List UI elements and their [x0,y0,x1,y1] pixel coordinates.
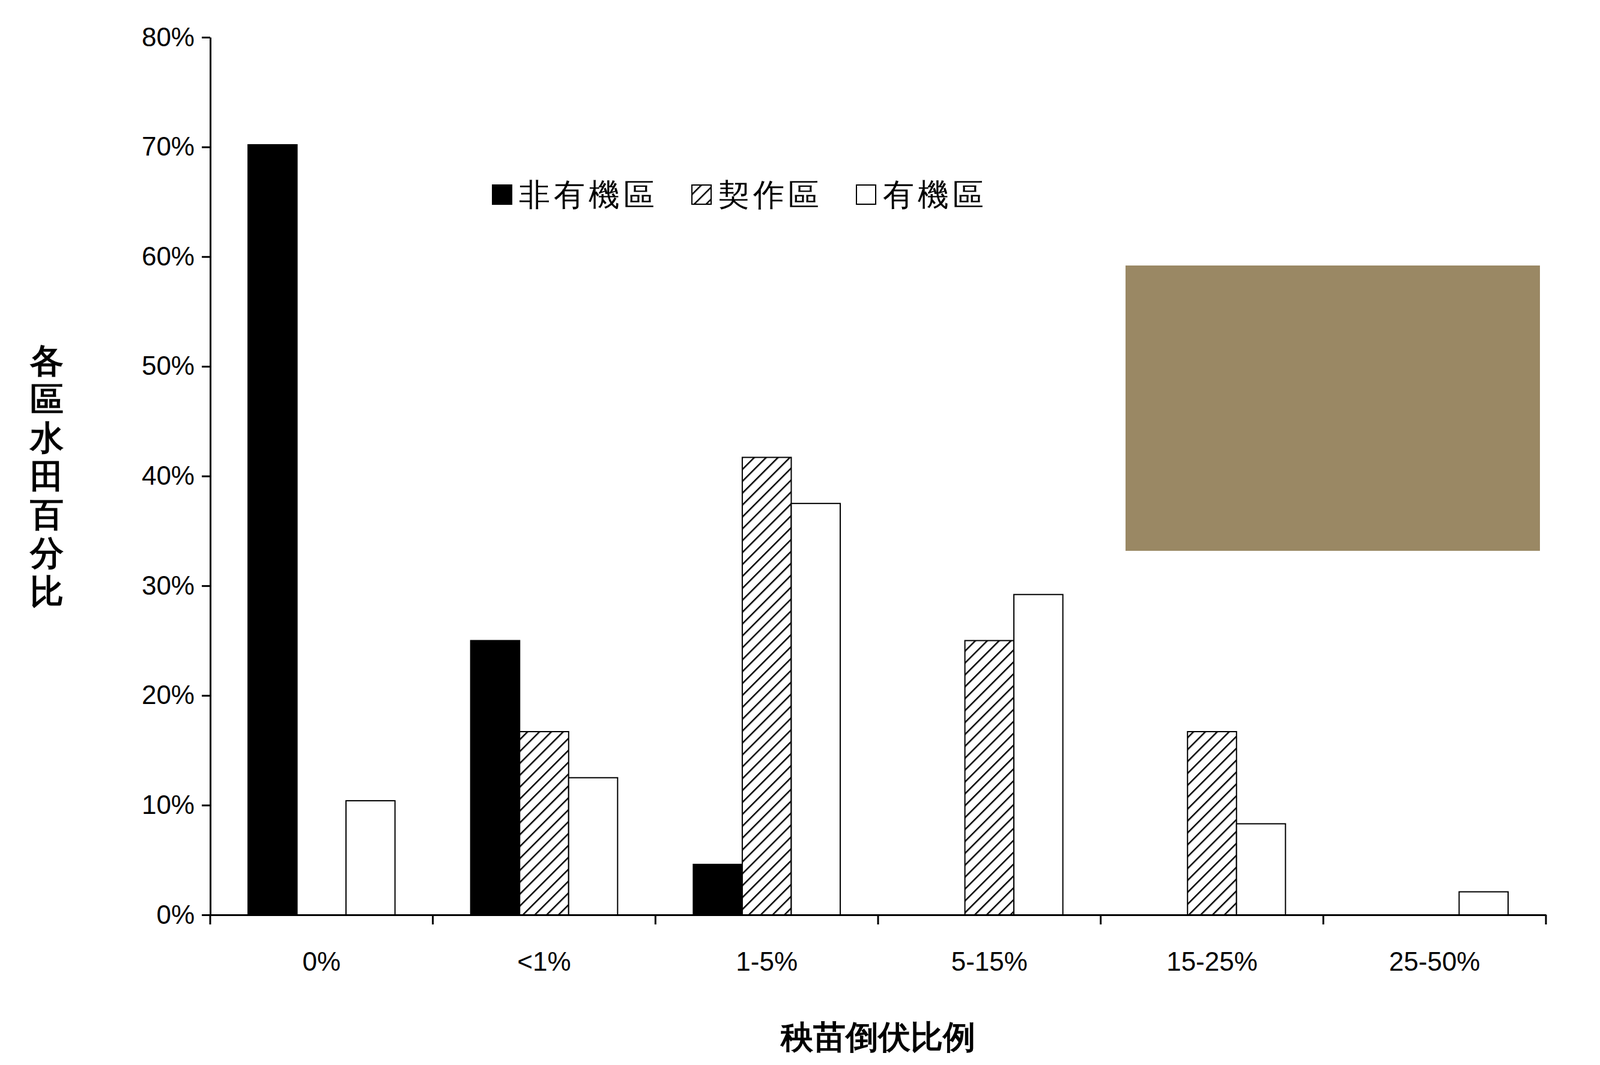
bar [568,777,619,915]
bar [519,731,569,915]
category-separator [209,914,212,925]
legend-item: 非有機區 [492,177,659,213]
bar [345,800,396,915]
y-axis: 0% 10% 20% 30% 40% 50% 60% 70% 80% [141,22,211,930]
y-tick-label: 40% [141,460,195,491]
category-separator [1099,914,1102,925]
x-tick: 1-5% [735,946,798,976]
legend-item: 契作區 [691,177,823,213]
y-tick-label: 0% [156,899,195,930]
legend-swatch [691,184,712,205]
x-tick: 15-25% [1166,946,1258,976]
x-tick-label: 1-5% [735,946,798,976]
legend: 非有機區 契作區 有機區 [492,177,988,213]
y-tick-label: 60% [141,241,195,271]
x-tick: 5-15% [951,946,1028,976]
legend-swatch [856,184,876,205]
y-tick-mark [201,475,211,478]
y-tick-mark [201,365,211,368]
y-tick-label: 10% [141,789,195,820]
x-tick-label: 0% [302,946,342,976]
x-tick-label: 15-25% [1166,946,1258,976]
bar [742,457,792,915]
y-tick: 10% [141,789,211,820]
y-tick-mark [201,584,211,587]
y-tick: 20% [141,679,211,710]
x-tick: 0% [302,946,342,976]
y-tick: 80% [141,22,211,52]
y-tick: 60% [141,241,211,271]
x-tick: 25-50% [1389,946,1481,976]
bar [470,640,521,915]
y-tick: 0% [156,899,211,930]
legend-item: 有機區 [856,177,988,213]
y-tick: 50% [141,350,211,381]
x-tick-label: <1% [517,946,571,976]
y-tick: 40% [141,460,211,491]
y-tick-mark [201,255,211,258]
legend-label: 契作區 [718,177,823,213]
bar [1187,731,1237,915]
bar [1013,594,1064,915]
plot: 0% 10% 20% 30% 40% 50% 60% 70% 80% 0% <1% 1-5% 5-15%… [141,22,1547,977]
photo-inset [1125,265,1540,551]
category-separator [1322,914,1325,925]
y-tick-mark [201,804,211,807]
y-tick-label: 20% [141,679,195,710]
y-tick-mark [201,694,211,697]
bar [1236,823,1286,915]
legend-swatch [492,184,512,205]
category-separator [877,914,880,925]
bar [965,640,1015,915]
y-tick: 30% [141,570,211,600]
x-axis-title: 秧苗倒伏比例 [779,1019,976,1056]
y-tick-mark [201,914,211,916]
bar [248,144,298,915]
y-tick-label: 70% [141,131,195,161]
bar [1458,891,1509,915]
y-tick-label: 80% [141,22,195,52]
x-tick-label: 25-50% [1389,946,1481,976]
y-axis-title: 各區水田百分比 [28,342,64,611]
y-tick-label: 30% [141,570,195,600]
y-tick-mark [201,146,211,149]
x-tick-label: 5-15% [951,946,1028,976]
category-separator [431,914,434,925]
category-separator [1545,914,1548,925]
legend-label: 非有機區 [518,177,659,213]
bars [248,144,1509,915]
x-tick: <1% [517,946,571,976]
category-separator [654,914,657,925]
y-tick: 70% [141,131,211,161]
bar [693,864,743,915]
y-tick-label: 50% [141,350,195,381]
x-axis: 0% <1% 1-5% 5-15% 15-25% 25-50% [210,914,1547,976]
chart: 0% 10% 20% 30% 40% 50% 60% 70% 80% 0% <1% 1-5% 5-15%… [0,0,1600,1065]
legend-label: 有機區 [882,177,988,213]
y-tick-mark [201,36,211,39]
bar [790,503,841,915]
